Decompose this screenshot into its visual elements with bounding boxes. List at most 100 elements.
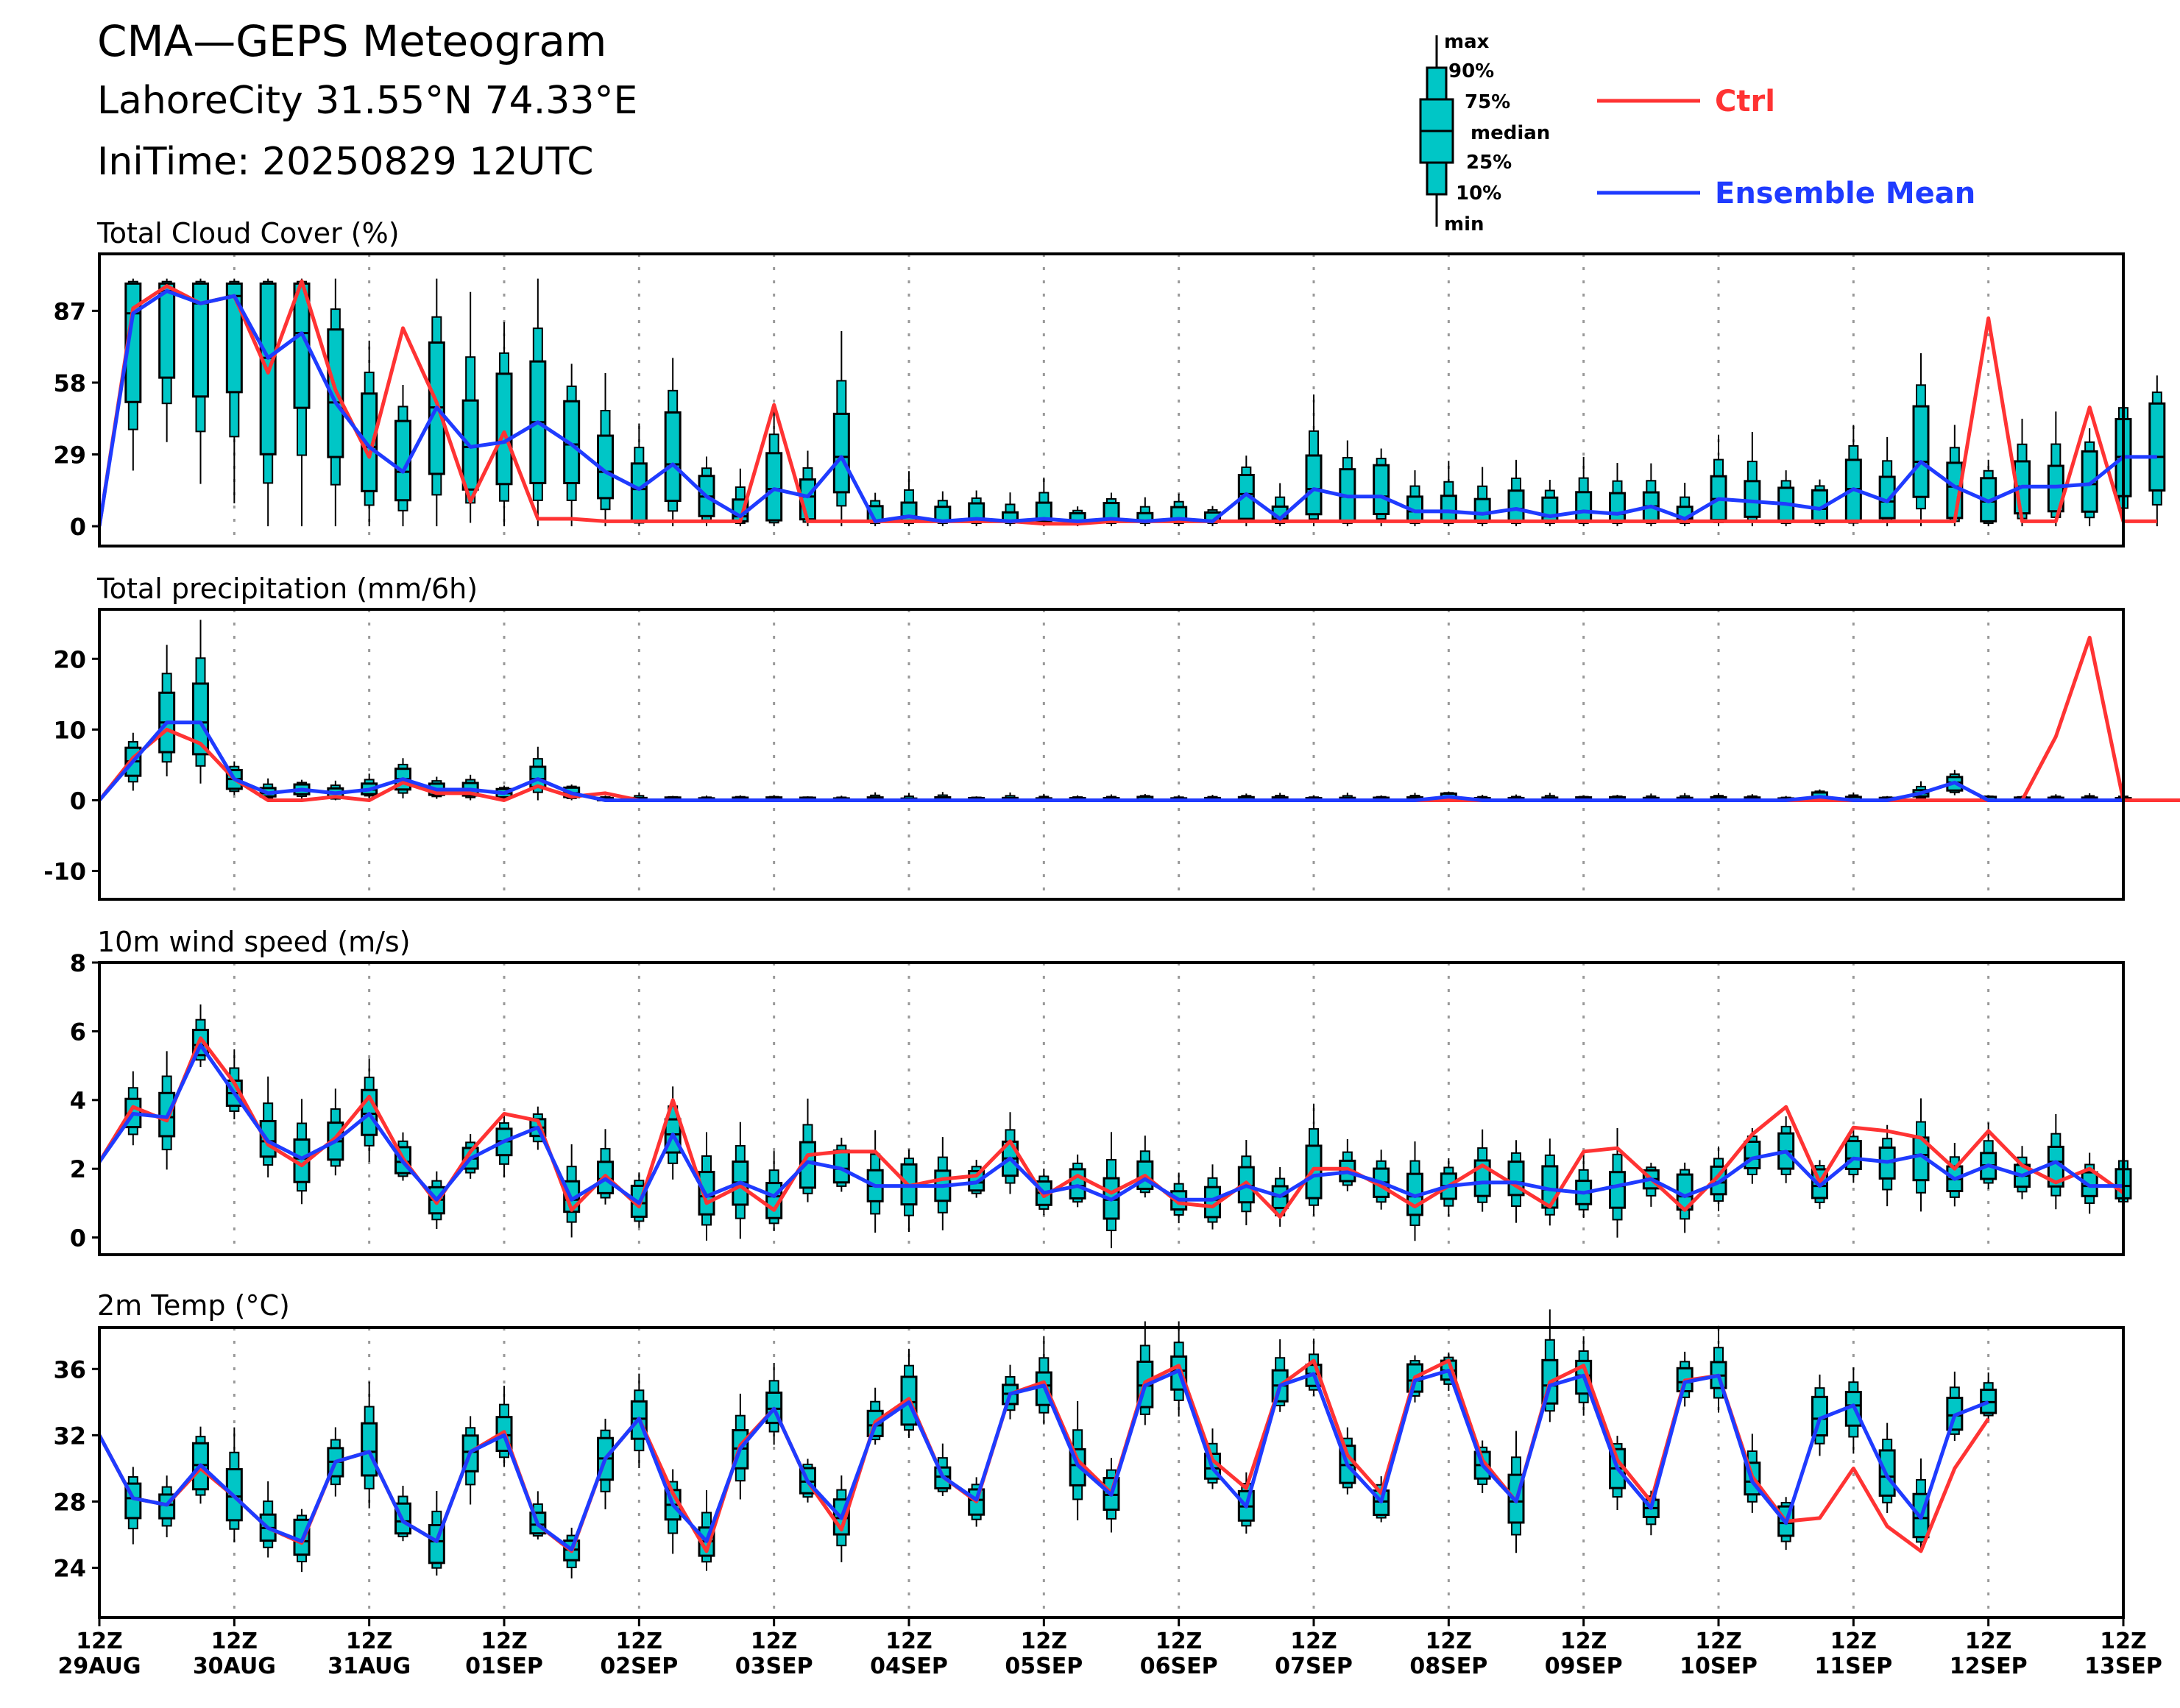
x-tick-label: 12Z 29AUG: [55, 1629, 144, 1679]
x-tick-date: 10SEP: [1680, 1654, 1758, 1679]
box-inner: [832, 412, 850, 494]
x-tick-hour: 12Z: [1964, 1629, 2012, 1654]
x-tick-hour: 12Z: [615, 1629, 663, 1654]
box-inner: [529, 765, 547, 788]
x-tick-date: 06SEP: [1139, 1654, 1218, 1679]
y-tick-label: -10: [43, 858, 86, 886]
location-label: LahoreCity 31.55°N 74.33°E: [97, 79, 638, 123]
box-inner: [1237, 473, 1255, 520]
x-tick-label: 12Z 07SEP: [1270, 1629, 1358, 1679]
box-inner: [225, 282, 243, 394]
x-tick-hour: 12Z: [1695, 1629, 1742, 1654]
box-inner: [1373, 464, 1390, 515]
box-inner: [563, 400, 581, 484]
x-tick-label: 12Z 12SEP: [1944, 1629, 2033, 1679]
box-inner: [1069, 1168, 1086, 1200]
x-tick-date: 07SEP: [1275, 1654, 1353, 1679]
x-tick-label: 12Z 09SEP: [1540, 1629, 1628, 1679]
mean-series-line: [98, 720, 2123, 802]
panel-title: 2m Temp (°C): [97, 1289, 290, 1322]
x-tick-label: 12Z 06SEP: [1135, 1629, 1223, 1679]
box-inner: [1473, 497, 1491, 522]
x-tick-hour: 12Z: [345, 1629, 393, 1654]
x-tick-date: 09SEP: [1544, 1654, 1623, 1679]
box-inner: [1507, 489, 1525, 522]
panel-title: Total Cloud Cover (%): [97, 217, 400, 249]
x-tick-date: 12SEP: [1949, 1654, 2028, 1679]
y-tick-label: 0: [70, 787, 86, 815]
y-tick-label: 32: [53, 1422, 86, 1450]
y-tick-label: 8: [70, 949, 86, 977]
x-tick-hour: 12Z: [885, 1629, 932, 1654]
x-tick-hour: 12Z: [750, 1629, 798, 1654]
y-tick-label: 4: [70, 1087, 86, 1115]
box-inner: [2148, 402, 2166, 492]
panel-frame: [98, 252, 2125, 548]
box-inner: [192, 682, 209, 756]
x-tick-date: 08SEP: [1409, 1654, 1488, 1679]
panel-title: Total precipitation (mm/6h): [97, 573, 478, 605]
box-inner: [158, 282, 176, 379]
y-tick-label: 28: [53, 1488, 86, 1516]
chart-title: CMA—GEPS Meteogram: [97, 16, 607, 66]
box-inner: [630, 462, 648, 522]
y-tick-label: 10: [53, 716, 86, 744]
x-tick-label: 12Z 10SEP: [1674, 1629, 1763, 1679]
box-inner: [1575, 491, 1593, 522]
panel-title: 10m wind speed (m/s): [97, 926, 411, 958]
legend-box-p10: 10%: [1456, 183, 1502, 205]
y-tick-label: 29: [53, 442, 86, 469]
y-tick-label: 36: [53, 1356, 86, 1383]
x-tick-label: 12Z 05SEP: [999, 1629, 1088, 1679]
y-tick-label: 6: [70, 1018, 86, 1046]
box-inner: [361, 1422, 378, 1477]
x-tick-hour: 12Z: [1155, 1629, 1203, 1654]
x-tick-date: 03SEP: [735, 1654, 813, 1679]
x-tick-label: 12Z 08SEP: [1404, 1629, 1493, 1679]
x-tick-hour: 12Z: [1290, 1629, 1337, 1654]
y-tick-label: 24: [53, 1554, 86, 1582]
mean-series-line: [97, 289, 2157, 527]
panel-frame: [98, 961, 2125, 1256]
box-inner: [664, 411, 682, 503]
box-inner: [1609, 492, 1626, 522]
x-tick-hour: 12Z: [76, 1629, 123, 1654]
x-tick-label: 12Z 13SEP: [2079, 1629, 2167, 1679]
legend-box-min: min: [1444, 213, 1484, 235]
box-inner: [1305, 454, 1323, 516]
y-tick-label: 87: [53, 297, 86, 325]
legend-box-max: max: [1444, 31, 1490, 53]
x-tick-label: 12Z 02SEP: [595, 1629, 683, 1679]
legend-box-p25: 25%: [1466, 152, 1512, 174]
box-inner: [1912, 405, 1930, 498]
box-inner: [765, 452, 783, 522]
box-inner: [192, 282, 209, 398]
x-tick-date: 04SEP: [870, 1654, 948, 1679]
x-tick-hour: 12Z: [1425, 1629, 1473, 1654]
legend-box-p75: 75%: [1465, 91, 1511, 113]
box-inner: [2081, 450, 2098, 513]
y-tick-label: 0: [70, 1225, 86, 1252]
x-tick-label: 12Z 31AUG: [325, 1629, 414, 1679]
y-tick-label: 58: [53, 369, 86, 397]
x-tick-date: 30AUG: [192, 1654, 276, 1679]
box-inner: [1440, 495, 1457, 522]
legend-box-median: median: [1471, 122, 1551, 144]
box-inner: [495, 372, 513, 486]
x-tick-label: 12Z 11SEP: [1809, 1629, 1897, 1679]
x-tick-date: 02SEP: [600, 1654, 679, 1679]
y-tick-label: 0: [70, 513, 86, 541]
mean-series-line: [97, 1369, 1989, 1552]
x-tick-hour: 12Z: [1020, 1629, 1068, 1654]
init-time-label: IniTime: 20250829 12UTC: [97, 140, 594, 184]
legend-box-p90: 90%: [1448, 60, 1495, 82]
legend-mean-label: Ensemble Mean: [1715, 177, 1976, 210]
x-tick-date: 29AUG: [57, 1654, 141, 1679]
x-tick-hour: 12Z: [1830, 1629, 1878, 1654]
box-inner: [1744, 480, 1761, 518]
x-tick-date: 31AUG: [328, 1654, 411, 1679]
box-inner: [1609, 1171, 1626, 1209]
x-tick-date: 11SEP: [1814, 1654, 1893, 1679]
mean-series-line: [97, 1043, 2123, 1205]
